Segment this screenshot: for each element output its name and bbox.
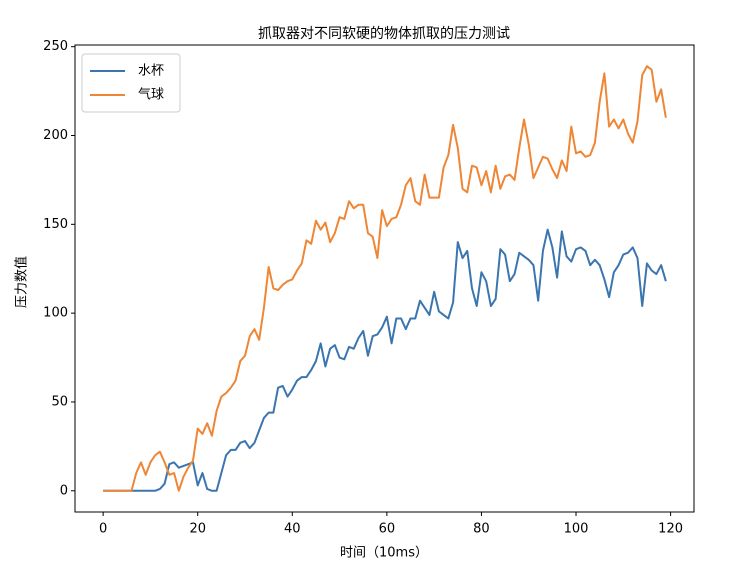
y-axis-label: 压力数值 xyxy=(14,256,30,308)
legend-box xyxy=(81,53,181,113)
y-tick-label: 100 xyxy=(43,306,68,321)
legend-label: 水杯 xyxy=(138,64,164,79)
y-tick-label: 50 xyxy=(51,394,68,409)
x-tick-label: 100 xyxy=(564,522,589,537)
plot-frame xyxy=(74,44,695,513)
series-line xyxy=(103,228,667,492)
y-tick-label: 200 xyxy=(43,128,68,143)
y-tick-label: 250 xyxy=(43,39,68,54)
y-tick-label: 0 xyxy=(60,483,68,498)
x-tick-label: 0 xyxy=(99,522,107,537)
series-line xyxy=(103,65,667,492)
x-tick-label: 40 xyxy=(284,522,301,537)
y-tick-label: 150 xyxy=(43,217,68,232)
x-axis-label: 时间（10ms） xyxy=(340,546,428,561)
x-tick-label: 60 xyxy=(379,522,396,537)
x-tick-label: 120 xyxy=(658,522,683,537)
chart-title: 抓取器对不同软硬的物体抓取的压力测试 xyxy=(258,26,510,42)
x-tick-label: 80 xyxy=(473,522,490,537)
x-tick-label: 20 xyxy=(189,522,206,537)
legend-label: 气球 xyxy=(138,87,164,103)
